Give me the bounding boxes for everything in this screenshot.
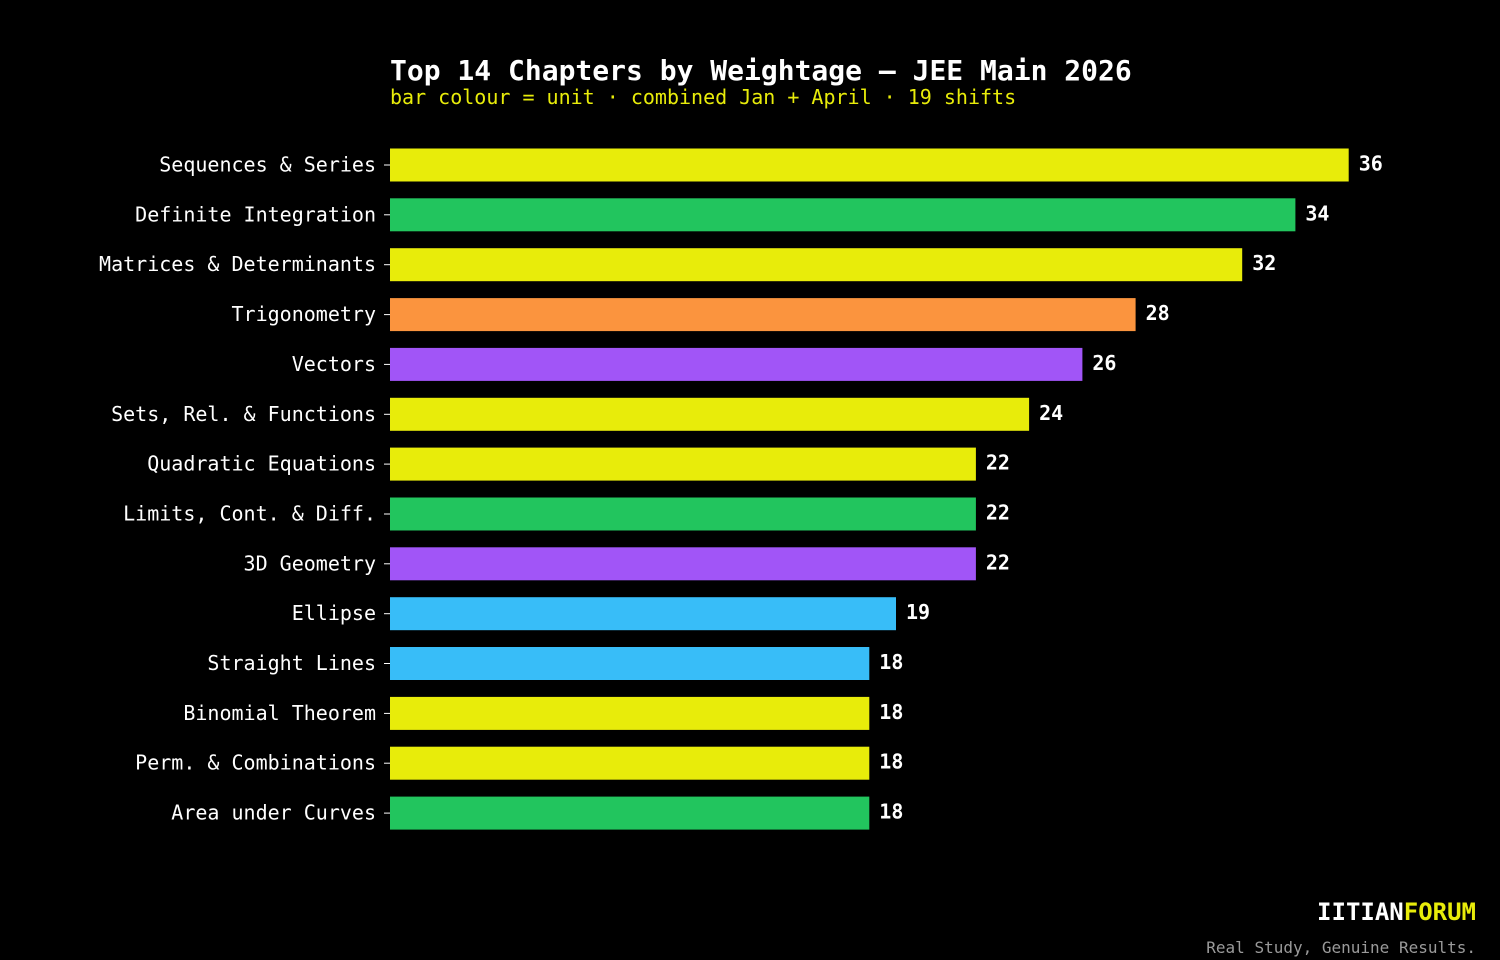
brand-name-part-2: FORUM xyxy=(1403,898,1476,926)
bar xyxy=(390,397,1030,431)
value-label: 32 xyxy=(1252,251,1276,275)
value-label: 36 xyxy=(1359,152,1383,176)
value-label: 22 xyxy=(986,451,1010,475)
value-label: 28 xyxy=(1146,301,1170,325)
value-label: 22 xyxy=(986,501,1010,525)
category-label: Quadratic Equations xyxy=(147,452,376,476)
bar xyxy=(390,447,976,481)
bar xyxy=(390,248,1243,282)
value-label: 22 xyxy=(986,550,1010,574)
bar xyxy=(390,547,976,581)
category-label: Straight Lines xyxy=(207,651,376,675)
brand-name-part-1: IITIAN xyxy=(1317,898,1404,926)
bars-group: Sequences & Series 36 Definite Integration… xyxy=(99,148,1383,830)
value-label: 18 xyxy=(879,750,903,774)
value-label: 18 xyxy=(879,700,903,724)
bar xyxy=(390,497,976,531)
category-label: Vectors xyxy=(292,352,376,376)
bar xyxy=(390,347,1083,381)
category-label: Ellipse xyxy=(292,601,376,625)
bar xyxy=(390,198,1296,232)
brand-logo: IITIANFORUM xyxy=(1317,898,1476,926)
bar xyxy=(390,148,1349,182)
bar xyxy=(390,647,870,680)
brand-tagline: Real Study, Genuine Results. xyxy=(1206,938,1476,957)
category-label: 3D Geometry xyxy=(244,551,376,575)
category-label: Sequences & Series xyxy=(159,153,376,177)
category-label: Area under Curves xyxy=(171,801,376,825)
category-label: Definite Integration xyxy=(135,202,376,226)
bar xyxy=(390,597,896,631)
bar xyxy=(390,796,870,830)
bar xyxy=(390,746,870,780)
category-label: Perm. & Combinations xyxy=(135,751,376,775)
bar xyxy=(390,298,1136,332)
chart-title: Top 14 Chapters by Weightage — JEE Main … xyxy=(390,54,1132,87)
category-label: Binomial Theorem xyxy=(183,701,376,725)
chart-subtitle: bar colour = unit · combined Jan + April… xyxy=(390,85,1017,109)
category-label: Sets, Rel. & Functions xyxy=(111,402,376,426)
bar xyxy=(390,696,870,730)
value-label: 26 xyxy=(1092,351,1116,375)
value-label: 34 xyxy=(1305,201,1329,225)
value-label: 24 xyxy=(1039,401,1063,425)
category-label: Trigonometry xyxy=(232,302,377,326)
value-label: 18 xyxy=(879,800,903,824)
value-label: 18 xyxy=(879,650,903,674)
category-label: Limits, Cont. & Diff. xyxy=(123,502,376,526)
value-label: 19 xyxy=(906,600,930,624)
category-label: Matrices & Determinants xyxy=(99,252,376,276)
